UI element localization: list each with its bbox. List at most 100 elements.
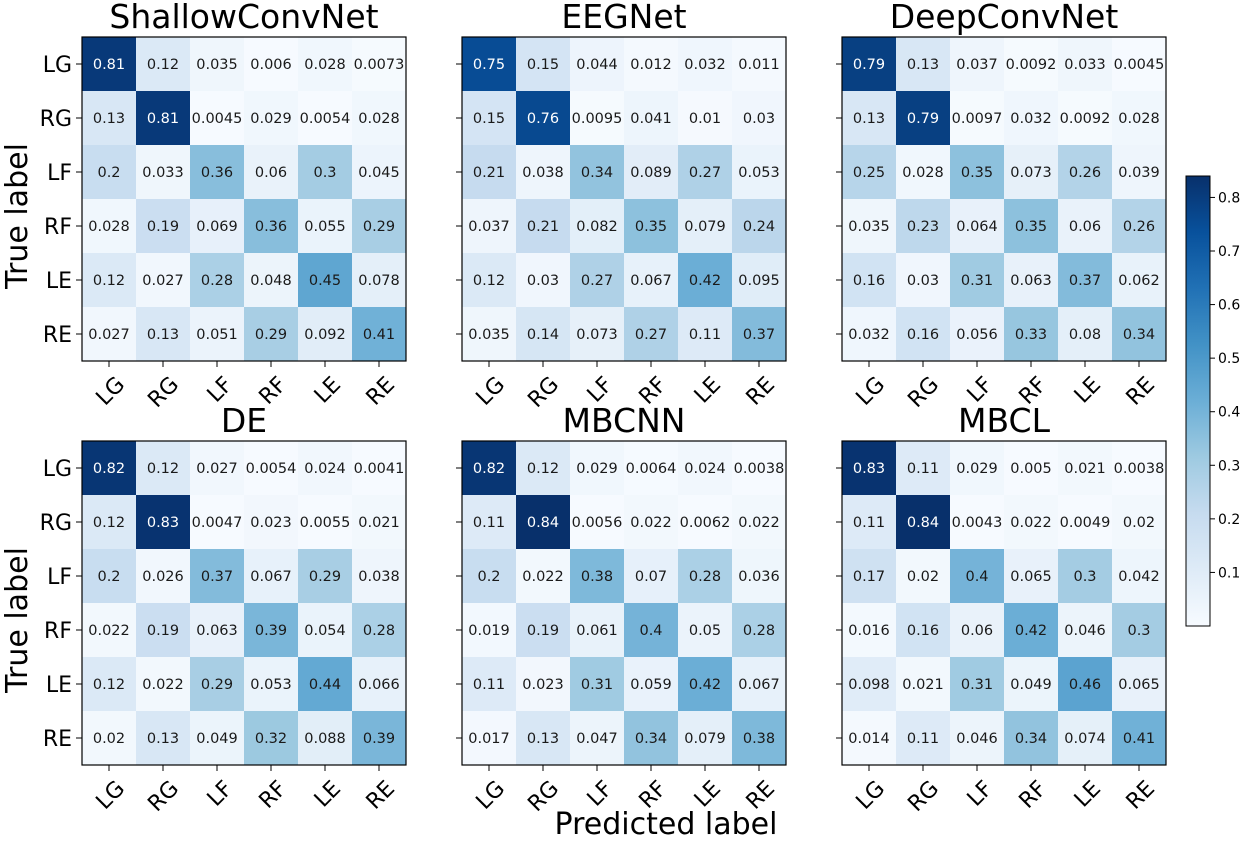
heatmap-cell [136, 657, 191, 712]
panel-frame [841, 440, 1167, 766]
cell-value-label: 0.37 [743, 327, 775, 343]
heatmap-cell [570, 549, 625, 604]
heatmap-cell [570, 495, 625, 550]
cell-value-label: 0.79 [907, 111, 939, 127]
colorbar-tick-label: 0.4 [1218, 405, 1240, 421]
heatmap-cell [244, 307, 299, 362]
heatmap-cell [298, 441, 353, 496]
cell-value-label: 0.024 [684, 461, 726, 477]
cell-value-label: 0.12 [147, 461, 179, 477]
heatmap-cell [732, 199, 787, 254]
cell-value-label: 0.11 [907, 461, 939, 477]
cell-value-label: 0.0041 [354, 461, 405, 477]
cell-value-label: 0.27 [635, 327, 667, 343]
confusion-matrix-mbcnn: MBCNN 0.82 0.12 0.029 0.0064 0.024 0.0038 0.11 0… [456, 401, 787, 817]
cell-value-label: 0.024 [304, 461, 346, 477]
heatmap-cell [352, 549, 407, 604]
cell-value-label: 0.029 [956, 461, 998, 477]
cell-value-label: 0.46 [1069, 677, 1101, 693]
heatmap-cell [136, 603, 191, 658]
x-tick-label: LE [690, 372, 726, 408]
cell-value-label: 0.29 [201, 677, 233, 693]
cell-value-label: 0.037 [468, 219, 510, 235]
cell-value-label: 0.044 [576, 57, 618, 73]
cell-value-label: 0.02 [93, 731, 125, 747]
cell-value-label: 0.0047 [192, 515, 243, 531]
confusion-matrix-de: DE 0.82 0.12 0.027 0.0054 0.024 0.0041 0.12 0.83… [40, 401, 407, 817]
heatmap-cell [1004, 549, 1059, 604]
heatmap-cell [136, 711, 191, 766]
panel-title: MBCNN [563, 401, 686, 440]
cell-value-label: 0.12 [93, 515, 125, 531]
heatmap-cell [462, 549, 517, 604]
cell-value-label: 0.27 [689, 165, 721, 181]
cell-value-label: 0.03 [743, 111, 775, 127]
heatmap-cell [82, 441, 137, 496]
cell-value-label: 0.049 [196, 731, 238, 747]
heatmap-cell [190, 199, 245, 254]
cell-value-label: 0.38 [581, 569, 613, 585]
heatmap-cell [624, 549, 679, 604]
cell-value-label: 0.027 [196, 461, 238, 477]
heatmap-cell [842, 441, 897, 496]
y-tick-label: LF [47, 565, 72, 590]
heatmap-cell [352, 199, 407, 254]
y-tick-label: LE [46, 673, 72, 698]
heatmap-cell [570, 711, 625, 766]
cell-value-label: 0.073 [576, 327, 618, 343]
heatmap-cell [950, 495, 1005, 550]
cell-value-label: 0.042 [1118, 569, 1160, 585]
cell-value-label: 0.028 [304, 57, 346, 73]
y-tick-label: RE [43, 323, 72, 348]
heatmap-cell [244, 603, 299, 658]
heatmap-cell [1004, 657, 1059, 712]
cell-value-label: 0.11 [473, 515, 505, 531]
heatmap-cell [1112, 91, 1167, 146]
cell-value-label: 0.28 [689, 569, 721, 585]
x-tick-label: RF [255, 776, 292, 813]
cell-value-label: 0.06 [961, 623, 993, 639]
heatmap-cell [678, 711, 733, 766]
cell-value-label: 0.022 [630, 515, 672, 531]
cell-value-label: 0.13 [93, 111, 125, 127]
heatmap-cell [298, 253, 353, 308]
y-tick-label: RF [44, 619, 72, 644]
cell-value-label: 0.21 [527, 219, 559, 235]
heatmap-cell [950, 441, 1005, 496]
heatmap-cell [1004, 307, 1059, 362]
colorbar-frame [1185, 175, 1211, 627]
heatmap-cell [136, 495, 191, 550]
heatmap-cell [516, 91, 571, 146]
heatmap-cell [624, 37, 679, 92]
cell-value-label: 0.032 [684, 57, 726, 73]
cell-value-label: 0.75 [473, 57, 505, 73]
y-tick-label: RF [44, 215, 72, 240]
y-tick-label: LE [46, 269, 72, 294]
heatmap-cell [842, 199, 897, 254]
cell-value-label: 0.048 [250, 273, 292, 289]
cell-value-label: 0.079 [684, 219, 726, 235]
heatmap-cell [1112, 495, 1167, 550]
x-tick-label: RE [362, 372, 400, 410]
colorbar-tick-label: 0.1 [1218, 565, 1240, 581]
x-tick-label: LE [310, 372, 346, 408]
heatmap-cell [1004, 91, 1059, 146]
panel-frame [81, 440, 407, 766]
heatmap-cell [190, 145, 245, 200]
heatmap-cell [82, 657, 137, 712]
heatmap-cell [244, 441, 299, 496]
heatmap-cell [896, 441, 951, 496]
cell-value-label: 0.022 [522, 569, 564, 585]
cell-value-label: 0.2 [97, 165, 120, 181]
cell-value-label: 0.038 [522, 165, 564, 181]
cell-value-label: 0.31 [581, 677, 613, 693]
heatmap-cell [570, 91, 625, 146]
cell-value-label: 0.0038 [1114, 461, 1165, 477]
heatmap-cell [842, 145, 897, 200]
heatmap-cell [1112, 603, 1167, 658]
cell-value-label: 0.059 [630, 677, 672, 693]
cell-value-label: 0.06 [255, 165, 287, 181]
heatmap-cell [190, 549, 245, 604]
cell-value-label: 0.15 [527, 57, 559, 73]
